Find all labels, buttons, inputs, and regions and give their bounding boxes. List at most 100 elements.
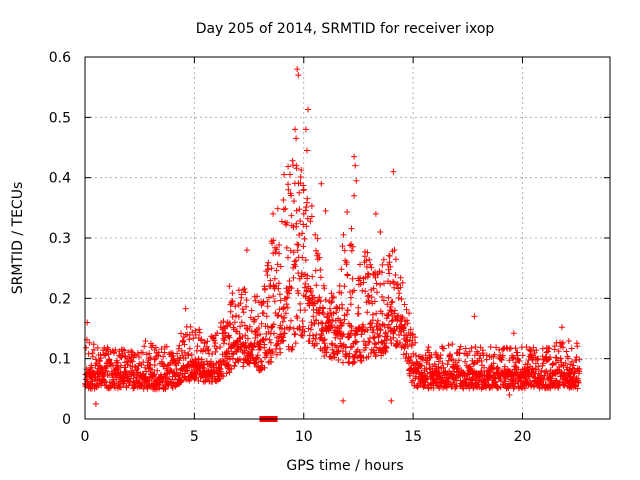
data-point xyxy=(565,338,572,344)
data-point xyxy=(372,340,378,347)
data-point xyxy=(555,348,562,355)
data-point xyxy=(347,294,354,301)
data-point xyxy=(298,332,305,339)
data-point xyxy=(241,286,248,292)
data-point xyxy=(276,242,283,248)
data-point xyxy=(335,357,342,363)
data-point xyxy=(221,357,228,364)
data-point xyxy=(558,340,565,347)
data-point xyxy=(92,356,99,363)
data-point xyxy=(94,344,101,351)
data-point xyxy=(417,363,424,370)
data-point-peak xyxy=(471,313,478,320)
data-point xyxy=(358,358,365,364)
data-point xyxy=(323,349,330,356)
data-point xyxy=(229,313,236,320)
data-point xyxy=(351,359,358,366)
data-point xyxy=(400,351,407,358)
data-point-peak xyxy=(506,391,513,398)
data-point xyxy=(328,290,335,297)
y-tick-label: 0.3 xyxy=(49,231,71,247)
data-point xyxy=(291,331,298,338)
data-point xyxy=(270,237,277,244)
data-point-peak xyxy=(295,72,302,79)
data-point xyxy=(296,326,303,333)
data-point xyxy=(294,315,301,322)
data-point xyxy=(348,247,355,254)
data-point xyxy=(86,339,93,346)
grid-lines xyxy=(85,57,610,419)
data-point-peak xyxy=(302,126,309,133)
data-point xyxy=(300,221,307,228)
data-point xyxy=(118,384,124,391)
data-point xyxy=(328,299,335,306)
data-point xyxy=(368,294,375,301)
data-point xyxy=(388,299,395,306)
axis-ticks xyxy=(84,56,610,420)
data-point xyxy=(309,273,316,280)
data-point xyxy=(214,330,221,337)
data-point xyxy=(299,230,306,237)
data-point xyxy=(397,284,404,291)
data-point xyxy=(283,244,290,251)
y-tick-label: 0.6 xyxy=(49,50,71,66)
data-point xyxy=(90,346,97,353)
data-point xyxy=(154,367,161,374)
data-point xyxy=(161,349,168,356)
data-point xyxy=(284,219,291,226)
data-point xyxy=(435,358,442,365)
data-point xyxy=(192,327,199,334)
data-point xyxy=(153,344,159,351)
data-point xyxy=(372,274,379,281)
data-point xyxy=(373,280,380,287)
data-point xyxy=(255,363,262,370)
data-point xyxy=(129,358,136,365)
data-point xyxy=(501,366,508,372)
data-point xyxy=(233,312,239,319)
data-point xyxy=(491,351,498,358)
data-point xyxy=(232,303,239,310)
data-point xyxy=(568,358,575,365)
data-point xyxy=(379,293,386,300)
data-point xyxy=(296,189,303,196)
data-point xyxy=(427,354,434,361)
data-point xyxy=(328,322,335,328)
data-point xyxy=(220,373,227,380)
data-point xyxy=(284,304,291,311)
data-point xyxy=(329,294,336,301)
data-point xyxy=(178,378,185,385)
data-point xyxy=(240,309,247,316)
data-point xyxy=(264,303,271,310)
data-point xyxy=(352,352,359,359)
data-point xyxy=(540,360,547,367)
data-point xyxy=(374,289,380,296)
data-point xyxy=(297,300,304,307)
data-point xyxy=(288,212,295,219)
data-point xyxy=(228,350,235,357)
data-point xyxy=(410,350,417,357)
data-point xyxy=(262,286,268,293)
data-point xyxy=(472,343,479,350)
data-point xyxy=(551,346,558,353)
data-point xyxy=(285,163,292,170)
data-point xyxy=(244,326,251,333)
data-point xyxy=(268,354,275,361)
data-point xyxy=(278,218,285,225)
data-point xyxy=(225,362,232,369)
data-point xyxy=(365,271,372,278)
data-point xyxy=(363,257,370,264)
data-point xyxy=(468,345,475,351)
data-point xyxy=(255,313,262,320)
data-point xyxy=(211,337,218,344)
data-point xyxy=(380,256,387,263)
data-point xyxy=(384,312,390,319)
data-point xyxy=(88,364,95,371)
data-point xyxy=(117,368,124,375)
data-point xyxy=(275,280,282,287)
data-point xyxy=(244,335,251,342)
data-point xyxy=(142,338,149,345)
data-point xyxy=(272,249,279,256)
data-point xyxy=(341,247,348,254)
data-point xyxy=(268,265,275,272)
data-point xyxy=(563,348,570,355)
